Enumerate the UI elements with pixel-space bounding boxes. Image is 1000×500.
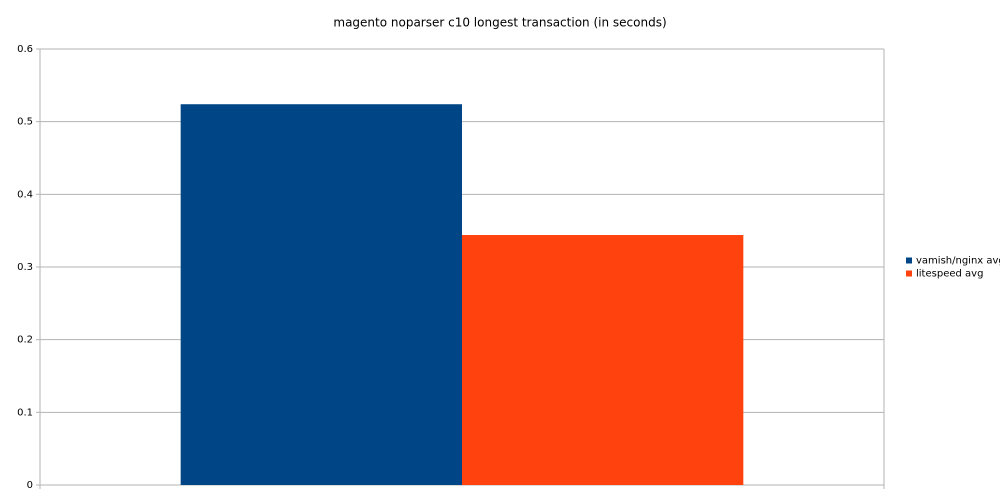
y-tick-label: 0.1 bbox=[17, 407, 33, 418]
y-tick-label: 0.2 bbox=[17, 335, 33, 346]
bar bbox=[180, 104, 462, 485]
legend-label: litespeed avg bbox=[916, 269, 983, 280]
y-tick-label: 0.3 bbox=[17, 262, 33, 273]
legend-swatch bbox=[906, 257, 912, 264]
y-tick-label: 0.6 bbox=[17, 44, 33, 55]
y-tick-label: 0.5 bbox=[17, 117, 33, 128]
bar bbox=[462, 235, 744, 485]
chart-title: magento noparser c10 longest transaction… bbox=[333, 16, 666, 30]
legend-swatch bbox=[906, 270, 912, 277]
y-tick-label: 0.4 bbox=[17, 189, 33, 200]
y-tick-label: 0 bbox=[27, 480, 33, 491]
legend-label: vamish/nginx avg bbox=[916, 256, 1000, 267]
